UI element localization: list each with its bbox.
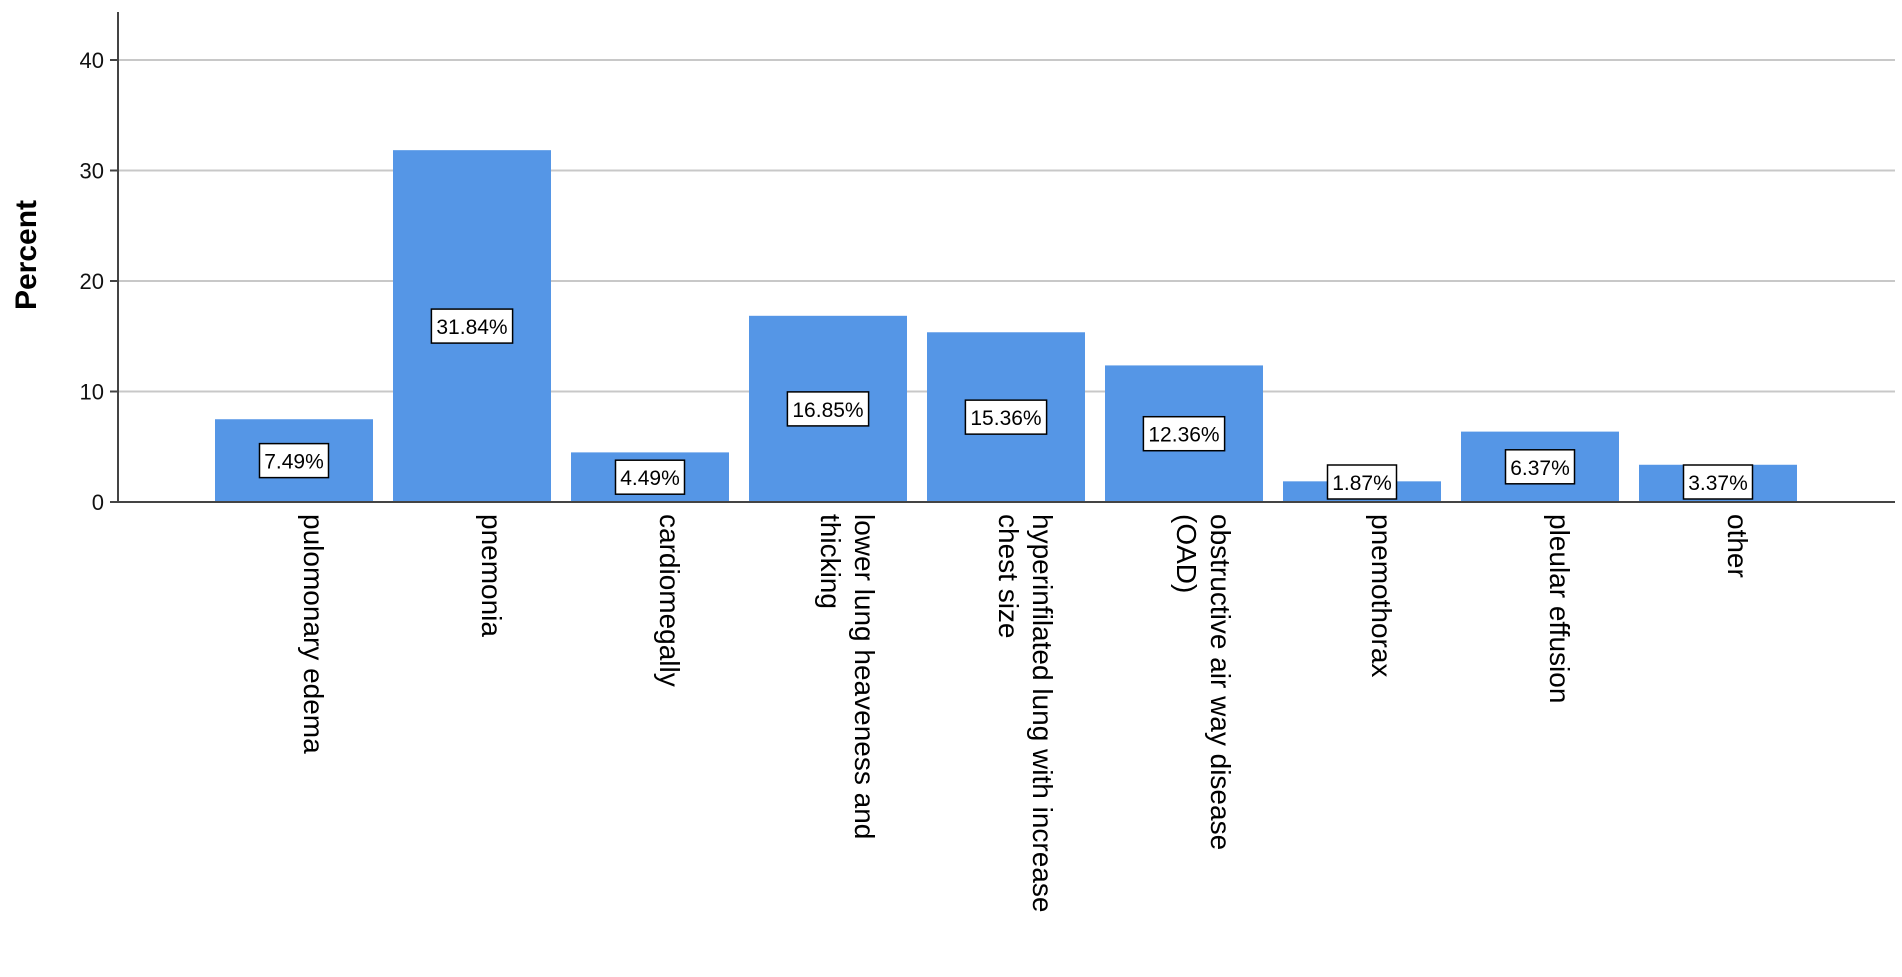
data-label: 6.37% — [1510, 457, 1570, 480]
data-label: 7.49% — [264, 451, 324, 474]
x-category-label: chest size — [993, 514, 1024, 639]
data-label-box — [1682, 464, 1754, 500]
data-label-box — [1142, 415, 1226, 452]
y-axis-title: Percent — [10, 200, 43, 310]
data-label: 31.84% — [436, 316, 507, 339]
data-label-box — [614, 459, 686, 495]
axis-layer — [110, 12, 1895, 503]
data-label-box — [258, 442, 330, 479]
data-label-box — [964, 399, 1048, 435]
x-category-label: pnemonia — [476, 514, 507, 637]
y-tick-label: 0 — [92, 490, 104, 515]
label-layer: 0 10 20 30 40 7.49% pulomonary edema 31.84% pnem… — [80, 48, 1754, 912]
data-label: 1.87% — [1332, 472, 1392, 495]
x-category-label: pnemothorax — [1366, 514, 1397, 677]
y-tick-label: 30 — [80, 159, 104, 184]
y-tick-label: 40 — [80, 48, 104, 73]
x-category-label: hyperinfilated lung with increase — [1027, 514, 1058, 912]
data-label: 12.36% — [1148, 424, 1219, 447]
data-label-box — [786, 391, 870, 427]
data-label-box — [1504, 449, 1576, 485]
data-label-box — [430, 308, 514, 344]
x-category-label: (OAD) — [1171, 514, 1202, 593]
y-tick-label: 10 — [80, 380, 104, 405]
x-category-label: pulomonary edema — [298, 514, 329, 754]
x-category-label: lower lung heaveness and — [849, 514, 880, 839]
data-label: 4.49% — [620, 467, 680, 490]
x-category-label: pleular effusion — [1544, 514, 1575, 703]
x-category-label: thicking — [815, 514, 846, 609]
x-category-label: cardiomegally — [654, 514, 685, 687]
y-tick-label: 20 — [80, 269, 104, 294]
data-label: 16.85% — [792, 399, 863, 422]
data-label-box — [1326, 464, 1398, 500]
x-category-label: obstructive air way disease — [1205, 514, 1236, 850]
x-category-label: other — [1722, 514, 1753, 578]
data-label: 15.36% — [970, 407, 1041, 430]
data-label: 3.37% — [1688, 472, 1748, 495]
